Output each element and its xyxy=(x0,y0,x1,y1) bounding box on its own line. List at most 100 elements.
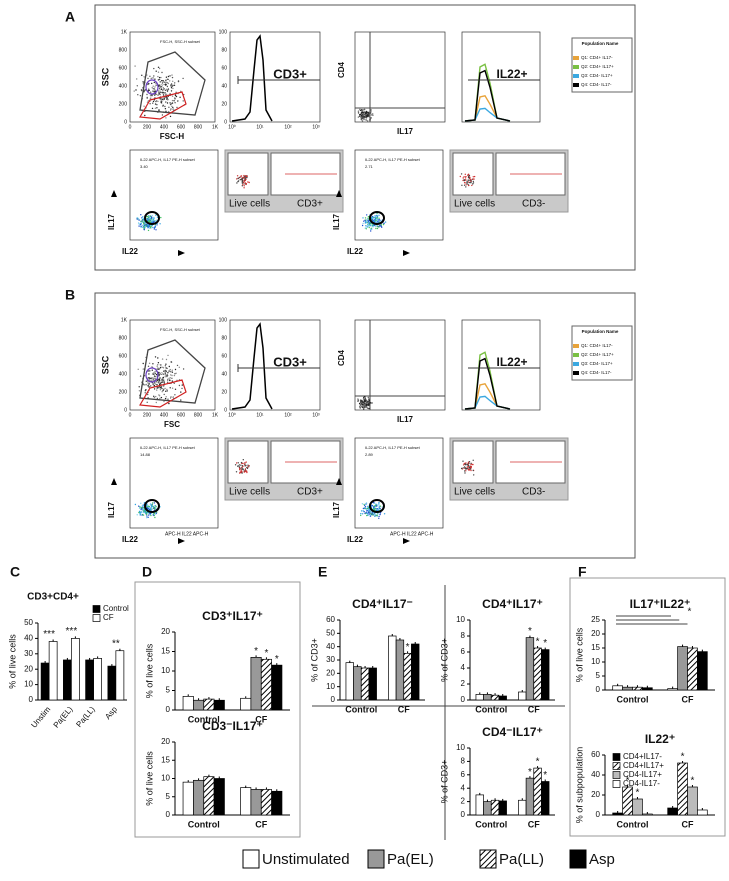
event-dot xyxy=(141,509,143,511)
event-dot xyxy=(375,503,377,505)
event-dot xyxy=(152,505,154,507)
bar xyxy=(490,694,500,701)
event-dot xyxy=(360,119,363,121)
event-dot xyxy=(152,77,154,79)
event-dot xyxy=(382,223,385,226)
label: CF xyxy=(103,613,114,622)
event-dot xyxy=(459,175,461,178)
event-dot xyxy=(362,507,365,510)
label: 10 xyxy=(456,743,465,752)
event-dot xyxy=(376,217,378,219)
label: Control xyxy=(188,819,220,829)
event-dot xyxy=(360,404,362,406)
event-dot xyxy=(368,407,370,410)
event-dot xyxy=(150,514,152,517)
event-dot xyxy=(239,176,241,178)
label: 0 xyxy=(461,695,466,704)
event-dot xyxy=(169,75,171,77)
event-dot xyxy=(460,467,463,470)
event-dot xyxy=(357,116,360,118)
label: Unstimulated xyxy=(262,851,350,868)
event-dot xyxy=(153,395,155,397)
event-dot xyxy=(171,371,174,373)
event-dot xyxy=(373,507,375,510)
event-dot xyxy=(167,372,169,374)
event-dot xyxy=(371,512,373,514)
event-dot xyxy=(155,214,157,216)
event-dot xyxy=(241,471,243,473)
event-dot xyxy=(361,118,363,120)
event-dot xyxy=(467,181,470,183)
event-dot xyxy=(162,385,164,387)
event-dot xyxy=(369,515,372,517)
label: * xyxy=(543,770,547,781)
label: 10 xyxy=(161,774,170,783)
label: 600 xyxy=(119,353,128,359)
event-dot xyxy=(175,372,177,374)
bar xyxy=(240,787,252,816)
event-dot xyxy=(166,90,169,93)
bar xyxy=(71,638,80,701)
event-dot xyxy=(152,377,154,379)
event-dot xyxy=(366,218,368,220)
event-dot xyxy=(149,503,152,505)
event-dot xyxy=(151,380,153,382)
bar xyxy=(403,652,412,701)
event-dot xyxy=(161,378,163,380)
gate xyxy=(144,499,160,513)
label: 15 xyxy=(591,643,600,652)
bar xyxy=(518,691,527,701)
event-dot xyxy=(138,225,140,227)
event-dot xyxy=(174,368,177,371)
event-dot xyxy=(143,229,145,231)
event-dot xyxy=(146,504,149,506)
histogram xyxy=(231,322,273,410)
event-dot xyxy=(463,184,466,186)
bar xyxy=(525,777,535,816)
bar xyxy=(677,646,688,691)
plot-frame xyxy=(461,319,541,411)
event-dot xyxy=(156,397,159,400)
label: 0 xyxy=(166,810,171,819)
label: * xyxy=(254,646,258,657)
event-dot xyxy=(141,217,143,220)
label: CF xyxy=(255,819,267,829)
event-dot xyxy=(163,88,165,90)
event-dot xyxy=(140,214,142,216)
label: Control xyxy=(475,704,507,714)
bar xyxy=(533,767,542,816)
event-dot xyxy=(145,218,148,220)
event-dot xyxy=(365,119,367,121)
label: P2 xyxy=(158,371,164,376)
legend-swatch xyxy=(92,614,101,622)
event-dot xyxy=(359,407,361,409)
bar xyxy=(697,809,708,816)
event-dot xyxy=(365,226,367,228)
event-dot xyxy=(380,219,382,222)
event-dot xyxy=(463,176,465,178)
event-dot xyxy=(244,464,246,466)
event-dot xyxy=(461,184,463,186)
legend-swatch xyxy=(612,771,621,779)
label: 50 xyxy=(326,628,335,637)
event-dot xyxy=(168,370,170,372)
label: 15 xyxy=(161,755,170,764)
bar xyxy=(360,667,370,701)
event-dot xyxy=(236,175,239,177)
event-dot xyxy=(136,218,138,220)
event-dot xyxy=(460,173,463,175)
event-dot xyxy=(363,503,365,506)
event-dot xyxy=(164,365,167,367)
event-dot xyxy=(464,173,466,175)
event-dot xyxy=(170,87,173,89)
event-dot xyxy=(153,75,155,77)
event-dot xyxy=(151,214,153,217)
event-dot xyxy=(245,175,247,178)
label: 20 xyxy=(326,668,335,677)
label: 30 xyxy=(24,649,33,658)
label: FSC xyxy=(164,420,180,429)
event-dot xyxy=(366,514,368,517)
event-dot xyxy=(472,469,474,472)
event-dot xyxy=(370,110,372,112)
event-dot xyxy=(150,217,153,219)
